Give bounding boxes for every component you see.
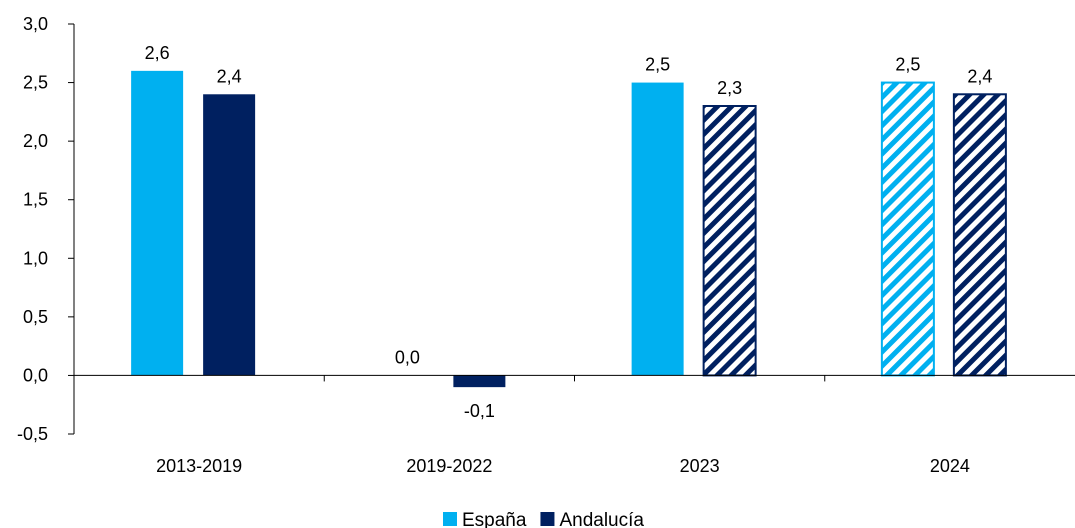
data-label-0-1: 0,0 xyxy=(395,347,420,367)
bar-1-2 xyxy=(702,105,757,377)
bars xyxy=(131,70,1007,388)
y-tick-label: 0,0 xyxy=(23,365,48,385)
y-tick-label: 0,5 xyxy=(23,307,48,327)
data-label-0-0: 2,6 xyxy=(145,43,170,63)
legend: España Andalucía xyxy=(443,510,644,528)
y-tick-label: 2,0 xyxy=(23,131,48,151)
y-tick-label: 2,5 xyxy=(23,73,48,93)
legend-label: Andalucía xyxy=(559,510,644,528)
y-tick-label: 1,5 xyxy=(23,190,48,210)
bar-0-2 xyxy=(631,82,684,376)
x-axis: 2013-2019 2019-2022 2023 2024 xyxy=(74,374,1075,476)
y-tick-label: 3,0 xyxy=(23,14,48,34)
data-label-0-3: 2,5 xyxy=(895,55,920,75)
bar-0-0 xyxy=(131,70,184,376)
bar-1-1 xyxy=(453,375,506,388)
data-label-1-2: 2,3 xyxy=(717,78,742,98)
legend-item-1: Andalucía xyxy=(540,510,644,528)
y-tick-label: -0,5 xyxy=(17,424,48,444)
data-label-1-1: -0,1 xyxy=(464,401,495,421)
legend-label: España xyxy=(462,510,527,528)
bar-1-3 xyxy=(952,93,1007,377)
y-axis: -0,5 0,0 0,5 1,0 1,5 2,0 2,5 3,0 xyxy=(17,14,75,444)
y-tick-label: 1,0 xyxy=(23,248,48,268)
x-tick-label: 2024 xyxy=(930,456,970,476)
legend-swatch xyxy=(443,512,457,526)
x-tick-label: 2019-2022 xyxy=(406,456,492,476)
x-tick-label: 2013-2019 xyxy=(156,456,242,476)
data-labels: 2,6 2,4 0,0 -0,1 2,5 2,3 2,5 2,4 xyxy=(145,43,993,421)
x-tick-label: 2023 xyxy=(680,456,720,476)
legend-swatch xyxy=(540,512,555,526)
bar-0-3 xyxy=(880,81,935,377)
data-label-1-0: 2,4 xyxy=(217,66,242,86)
bar-1-0 xyxy=(203,94,256,376)
legend-item-0: España xyxy=(443,510,527,528)
data-label-0-2: 2,5 xyxy=(645,55,670,75)
data-label-1-3: 2,4 xyxy=(967,66,992,86)
